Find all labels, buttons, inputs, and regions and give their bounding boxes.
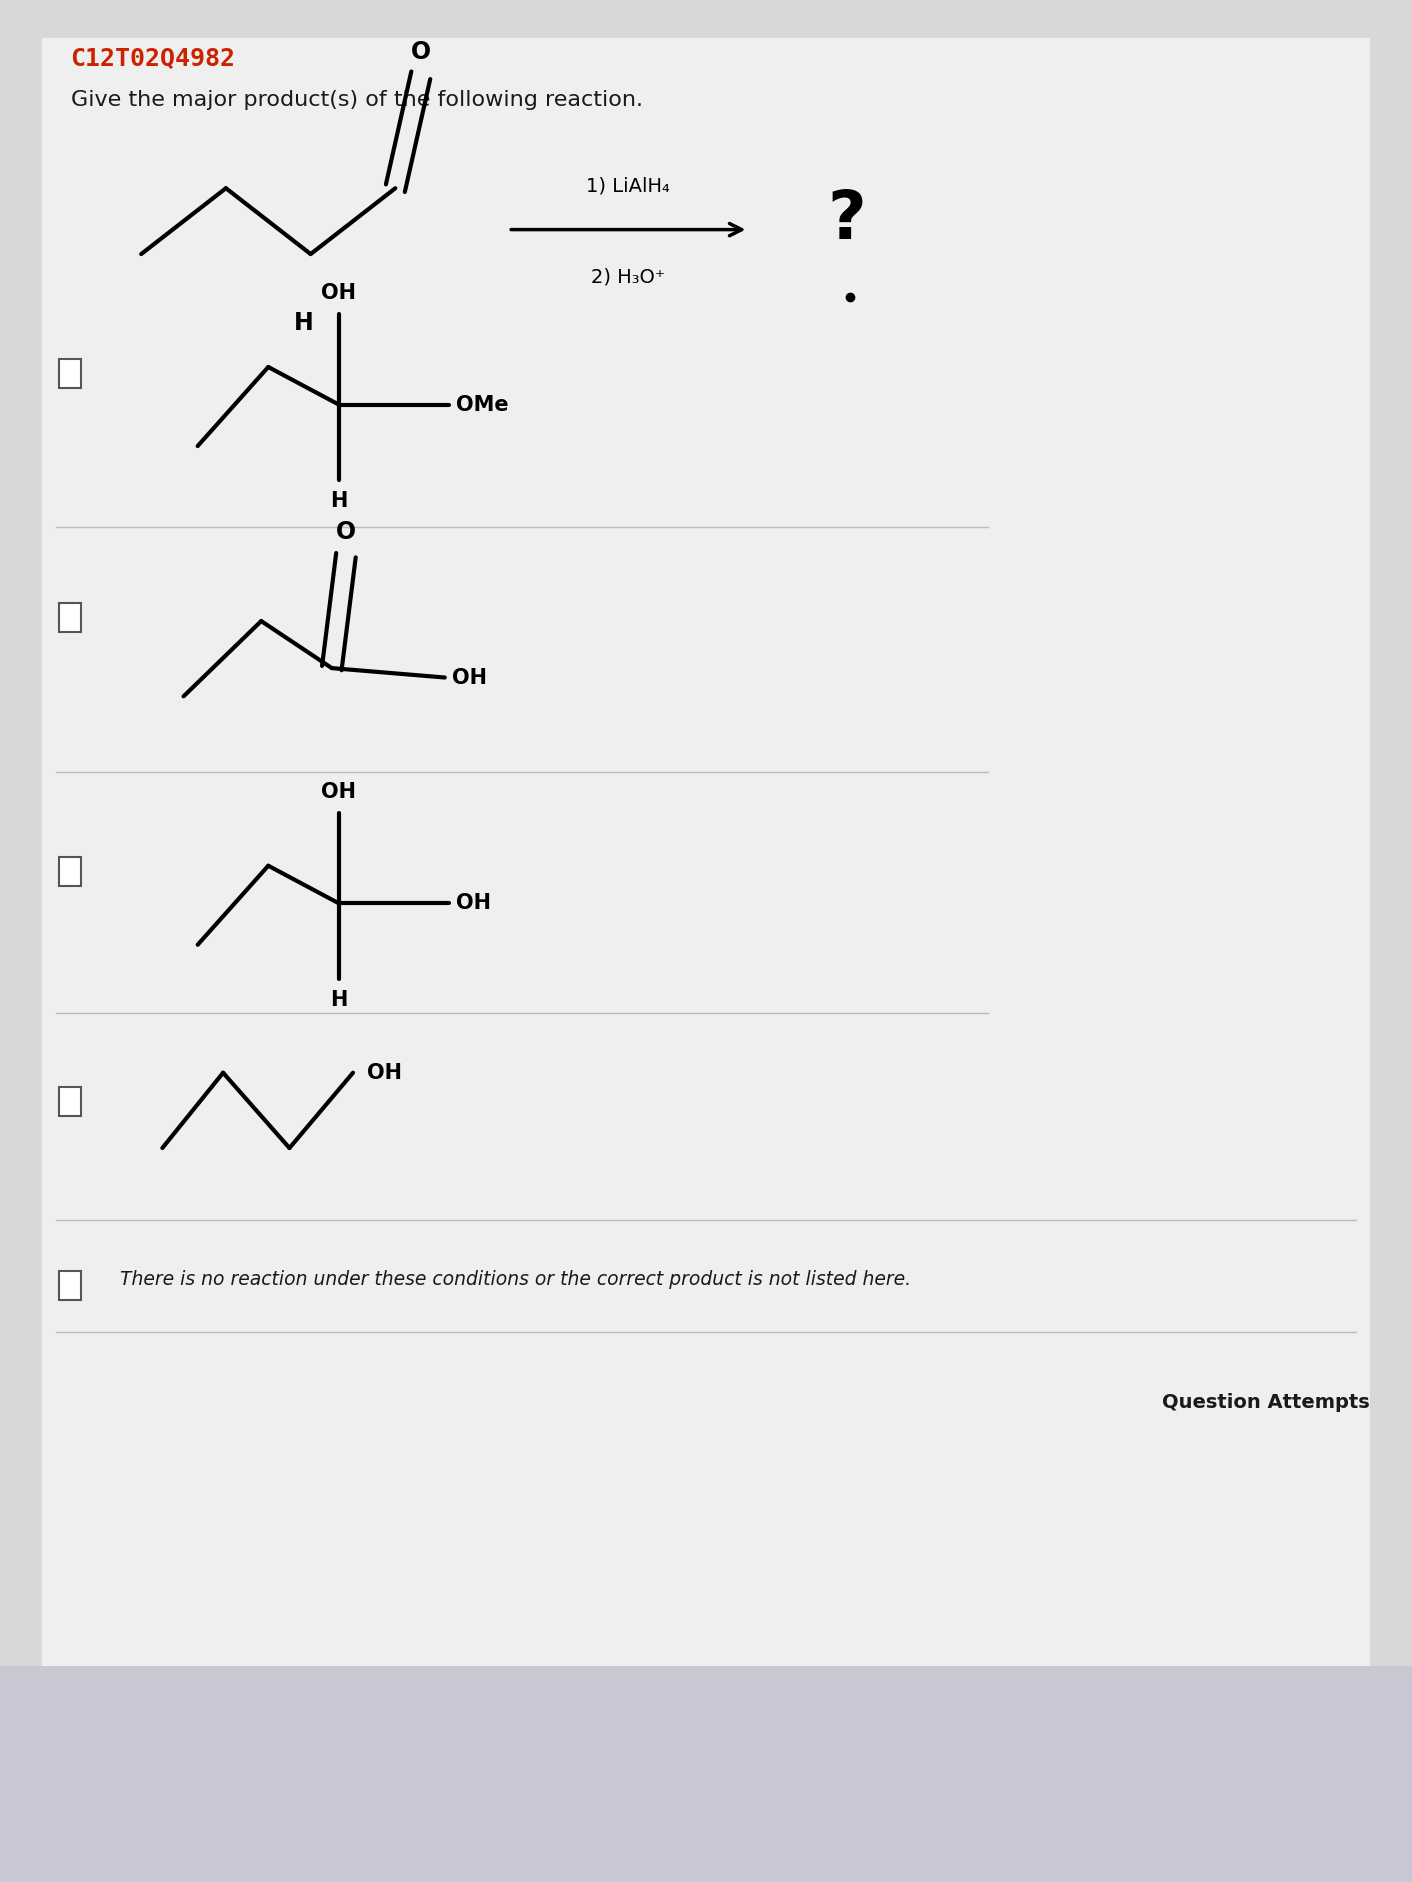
Text: OMe: OMe xyxy=(456,395,508,414)
Bar xyxy=(0,1666,1412,1882)
Text: 2) H₃O⁺: 2) H₃O⁺ xyxy=(592,267,665,286)
Text: OH: OH xyxy=(322,781,356,802)
Text: OH: OH xyxy=(456,894,491,913)
Bar xyxy=(59,604,80,632)
Text: H: H xyxy=(330,491,347,512)
Text: 1) LiAlH₄: 1) LiAlH₄ xyxy=(586,177,671,196)
Text: OH: OH xyxy=(367,1063,402,1082)
Bar xyxy=(42,38,1370,1694)
Text: O: O xyxy=(336,519,356,544)
Bar xyxy=(59,1088,80,1116)
Text: Question Attempts: Question Attempts xyxy=(1162,1393,1370,1412)
Text: OH: OH xyxy=(452,668,487,687)
Text: There is no reaction under these conditions or the correct product is not listed: There is no reaction under these conditi… xyxy=(120,1270,911,1289)
Bar xyxy=(59,858,80,886)
Text: O: O xyxy=(411,40,431,64)
Text: ?: ? xyxy=(827,186,867,254)
Text: Give the major product(s) of the following reaction.: Give the major product(s) of the followi… xyxy=(71,90,642,111)
Text: H: H xyxy=(330,990,347,1011)
Bar xyxy=(59,359,80,388)
Text: H: H xyxy=(294,311,313,335)
Bar xyxy=(59,1272,80,1300)
Text: C12T02Q4982: C12T02Q4982 xyxy=(71,47,236,72)
Text: OH: OH xyxy=(322,282,356,303)
